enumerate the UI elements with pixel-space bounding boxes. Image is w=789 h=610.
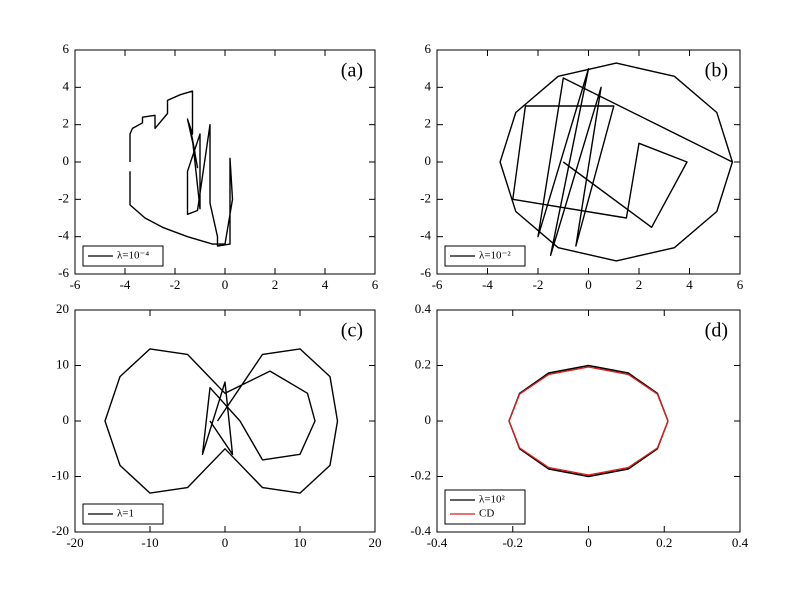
x-tick-label: 20 [369,535,382,550]
y-tick-label: 0.2 [415,356,431,371]
panel-label: (c) [341,320,363,342]
y-tick-label: -0.4 [410,523,431,538]
x-tick-label: -0.4 [427,535,448,550]
trajectory [499,62,734,262]
x-tick-label: 4 [322,277,329,292]
y-tick-label: 0 [425,153,432,168]
y-tick-label: -4 [420,228,431,243]
legend-label: λ=1 [117,508,134,520]
y-tick-label: -20 [52,523,69,538]
y-tick-label: 20 [56,301,69,316]
y-tick-label: -6 [58,265,69,280]
x-tick-label: 2 [272,277,279,292]
trajectory [129,90,234,247]
legend-label: λ=10⁻² [479,250,511,262]
x-tick-label: -6 [70,277,81,292]
y-tick-label: 2 [425,116,432,131]
y-tick-label: 0 [63,412,70,427]
legend-label: λ=10⁻⁴ [117,250,149,262]
x-tick-label: 0 [585,277,592,292]
legend-label: CD [479,508,494,520]
legend-box [82,503,164,525]
legend-box [444,489,526,525]
x-tick-label: 6 [372,277,379,292]
y-tick-label: -6 [420,265,431,280]
y-tick-label: 0 [63,153,70,168]
y-tick-label: 6 [63,41,70,56]
y-tick-label: 0.4 [415,301,432,316]
x-tick-label: -2 [170,277,181,292]
x-tick-label: -4 [482,277,493,292]
y-tick-label: 4 [63,78,70,93]
x-tick-label: -4 [120,277,131,292]
y-tick-label: 4 [425,78,432,93]
x-tick-label: 0.2 [656,535,672,550]
y-tick-label: 10 [56,356,69,371]
x-tick-label: 0 [222,535,229,550]
x-tick-label: 6 [737,277,744,292]
x-tick-label: 2 [636,277,643,292]
y-tick-label: -0.2 [410,467,431,482]
y-tick-label: 0 [425,412,432,427]
x-tick-label: -2 [533,277,544,292]
y-tick-label: -2 [420,190,431,205]
x-tick-label: -6 [432,277,443,292]
y-tick-label: -10 [52,467,69,482]
y-tick-label: 6 [425,41,432,56]
y-tick-label: -2 [58,190,69,205]
x-tick-label: 4 [686,277,693,292]
y-tick-label: -4 [58,228,69,243]
trajectory [508,364,669,478]
x-tick-label: 10 [294,535,307,550]
legend-box [82,245,164,267]
y-tick-label: 2 [63,116,70,131]
x-tick-label: 0 [222,277,229,292]
plot-frame [74,309,376,533]
x-tick-label: -10 [141,535,158,550]
x-tick-label: -20 [66,535,83,550]
x-tick-label: -0.2 [502,535,523,550]
panel-label: (d) [705,320,728,342]
x-tick-label: 0 [585,535,592,550]
trajectory [508,366,669,476]
legend-label: λ=10² [479,494,506,506]
x-tick-label: 0.4 [732,535,749,550]
panel-label: (b) [705,60,728,82]
panel-label: (a) [341,60,363,82]
plot-frame [436,49,741,275]
legend-box [444,245,526,267]
trajectory [104,348,339,494]
